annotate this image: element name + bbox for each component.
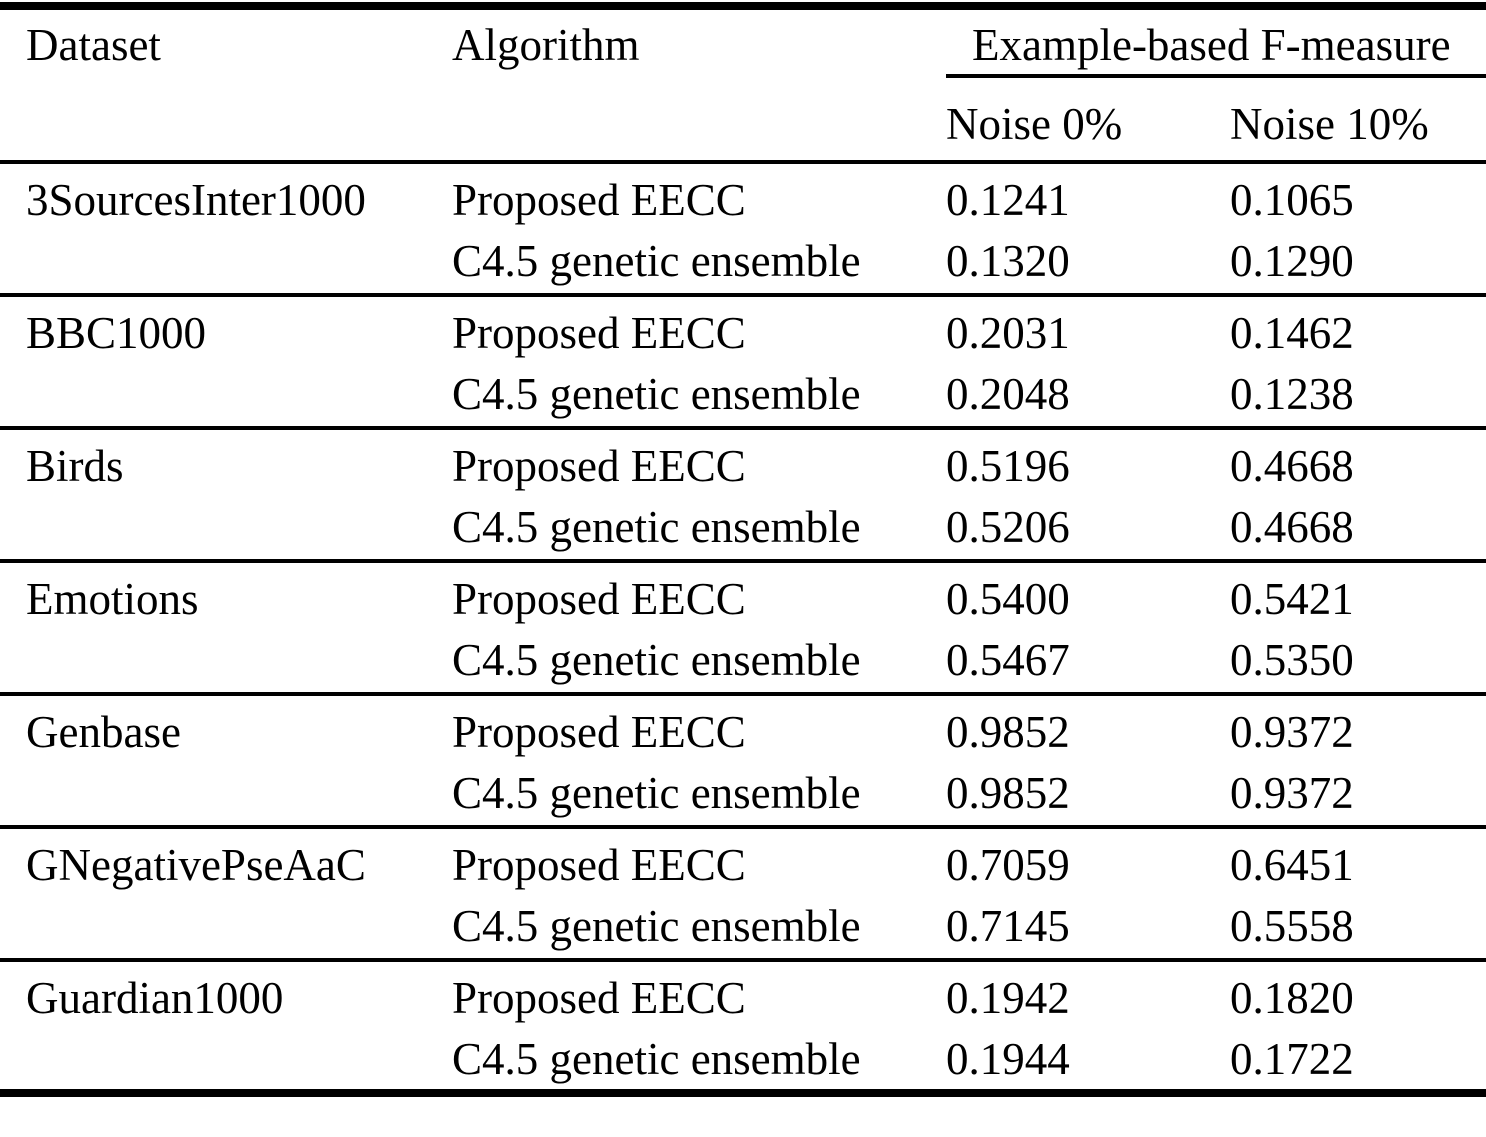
dataset-name: Guardian1000 bbox=[26, 973, 284, 1023]
value-noise-10: 0.1820 bbox=[1230, 973, 1354, 1023]
group-genbase: Genbase Proposed EECC 0.9852 0.9372 C4.5… bbox=[0, 694, 1486, 827]
algorithm-name: C4.5 genetic ensemble bbox=[452, 369, 861, 419]
dataset-name: Emotions bbox=[26, 574, 199, 624]
value-noise-0: 0.5400 bbox=[946, 574, 1070, 624]
table-row: Genbase Proposed EECC 0.9852 0.9372 bbox=[0, 694, 1486, 763]
algorithm-name: C4.5 genetic ensemble bbox=[452, 635, 861, 685]
value-noise-0: 0.7145 bbox=[946, 901, 1070, 951]
dataset-name: 3SourcesInter1000 bbox=[26, 175, 366, 225]
dataset-name: Birds bbox=[26, 441, 124, 491]
value-noise-10: 0.9372 bbox=[1230, 768, 1354, 818]
value-noise-0: 0.2031 bbox=[946, 308, 1070, 358]
group-3sourcesinter1000: 3SourcesInter1000 Proposed EECC 0.1241 0… bbox=[0, 162, 1486, 295]
dataset-name: Genbase bbox=[26, 707, 181, 757]
results-table: Dataset Algorithm Example-based F-measur… bbox=[0, 2, 1486, 1097]
header-row-top: Dataset Algorithm Example-based F-measur… bbox=[0, 6, 1486, 78]
table-row: C4.5 genetic ensemble 0.5206 0.4668 bbox=[0, 497, 1486, 561]
table-row: C4.5 genetic ensemble 0.9852 0.9372 bbox=[0, 763, 1486, 827]
value-noise-0: 0.5467 bbox=[946, 635, 1070, 685]
algorithm-name: Proposed EECC bbox=[452, 973, 746, 1023]
table-row: C4.5 genetic ensemble 0.2048 0.1238 bbox=[0, 364, 1486, 428]
algorithm-name: Proposed EECC bbox=[452, 707, 746, 757]
algorithm-name: C4.5 genetic ensemble bbox=[452, 236, 861, 286]
table-row: Guardian1000 Proposed EECC 0.1942 0.1820 bbox=[0, 960, 1486, 1029]
table-row: 3SourcesInter1000 Proposed EECC 0.1241 0… bbox=[0, 162, 1486, 231]
group-gnegativepseaac: GNegativePseAaC Proposed EECC 0.7059 0.6… bbox=[0, 827, 1486, 960]
table-header: Dataset Algorithm Example-based F-measur… bbox=[0, 6, 1486, 162]
table-row: C4.5 genetic ensemble 0.1944 0.1722 bbox=[0, 1029, 1486, 1093]
value-noise-0: 0.1942 bbox=[946, 973, 1070, 1023]
value-noise-10: 0.5558 bbox=[1230, 901, 1354, 951]
value-noise-0: 0.2048 bbox=[946, 369, 1070, 419]
value-noise-0: 0.1320 bbox=[946, 236, 1070, 286]
value-noise-0: 0.5206 bbox=[946, 502, 1070, 552]
algorithm-name: Proposed EECC bbox=[452, 840, 746, 890]
group-guardian1000: Guardian1000 Proposed EECC 0.1942 0.1820… bbox=[0, 960, 1486, 1093]
dataset-name: BBC1000 bbox=[26, 308, 207, 358]
value-noise-0: 0.9852 bbox=[946, 768, 1070, 818]
algorithm-name: Proposed EECC bbox=[452, 574, 746, 624]
column-header-algorithm: Algorithm bbox=[452, 20, 640, 70]
value-noise-0: 0.1944 bbox=[946, 1034, 1070, 1084]
group-emotions: Emotions Proposed EECC 0.5400 0.5421 C4.… bbox=[0, 561, 1486, 694]
value-noise-10: 0.1065 bbox=[1230, 175, 1354, 225]
value-noise-0: 0.9852 bbox=[946, 707, 1070, 757]
dataset-name: GNegativePseAaC bbox=[26, 840, 366, 890]
value-noise-10: 0.5421 bbox=[1230, 574, 1354, 624]
group-birds: Birds Proposed EECC 0.5196 0.4668 C4.5 g… bbox=[0, 428, 1486, 561]
value-noise-10: 0.5350 bbox=[1230, 635, 1354, 685]
table-row: C4.5 genetic ensemble 0.5467 0.5350 bbox=[0, 630, 1486, 694]
column-header-noise-10: Noise 10% bbox=[1230, 99, 1429, 149]
value-noise-0: 0.7059 bbox=[946, 840, 1070, 890]
value-noise-10: 0.4668 bbox=[1230, 441, 1354, 491]
table-row: Birds Proposed EECC 0.5196 0.4668 bbox=[0, 428, 1486, 497]
algorithm-name: Proposed EECC bbox=[452, 441, 746, 491]
value-noise-0: 0.5196 bbox=[946, 441, 1070, 491]
algorithm-name: C4.5 genetic ensemble bbox=[452, 901, 861, 951]
value-noise-10: 0.4668 bbox=[1230, 502, 1354, 552]
value-noise-10: 0.1238 bbox=[1230, 369, 1354, 419]
column-header-dataset: Dataset bbox=[26, 20, 161, 70]
column-header-noise-0: Noise 0% bbox=[946, 99, 1123, 149]
table-row: BBC1000 Proposed EECC 0.2031 0.1462 bbox=[0, 295, 1486, 364]
group-bbc1000: BBC1000 Proposed EECC 0.2031 0.1462 C4.5… bbox=[0, 295, 1486, 428]
table-row: Emotions Proposed EECC 0.5400 0.5421 bbox=[0, 561, 1486, 630]
value-noise-10: 0.6451 bbox=[1230, 840, 1354, 890]
value-noise-10: 0.1462 bbox=[1230, 308, 1354, 358]
header-row-sub: Noise 0% Noise 10% bbox=[0, 76, 1486, 162]
value-noise-10: 0.9372 bbox=[1230, 707, 1354, 757]
value-noise-10: 0.1290 bbox=[1230, 236, 1354, 286]
table-row: C4.5 genetic ensemble 0.7145 0.5558 bbox=[0, 896, 1486, 960]
algorithm-name: C4.5 genetic ensemble bbox=[452, 768, 861, 818]
algorithm-name: Proposed EECC bbox=[452, 175, 746, 225]
algorithm-name: C4.5 genetic ensemble bbox=[452, 502, 861, 552]
table-row: GNegativePseAaC Proposed EECC 0.7059 0.6… bbox=[0, 827, 1486, 896]
column-group-header-f-measure: Example-based F-measure bbox=[946, 6, 1486, 78]
table-row: C4.5 genetic ensemble 0.1320 0.1290 bbox=[0, 231, 1486, 295]
value-noise-10: 0.1722 bbox=[1230, 1034, 1354, 1084]
algorithm-name: Proposed EECC bbox=[452, 308, 746, 358]
algorithm-name: C4.5 genetic ensemble bbox=[452, 1034, 861, 1084]
value-noise-0: 0.1241 bbox=[946, 175, 1070, 225]
